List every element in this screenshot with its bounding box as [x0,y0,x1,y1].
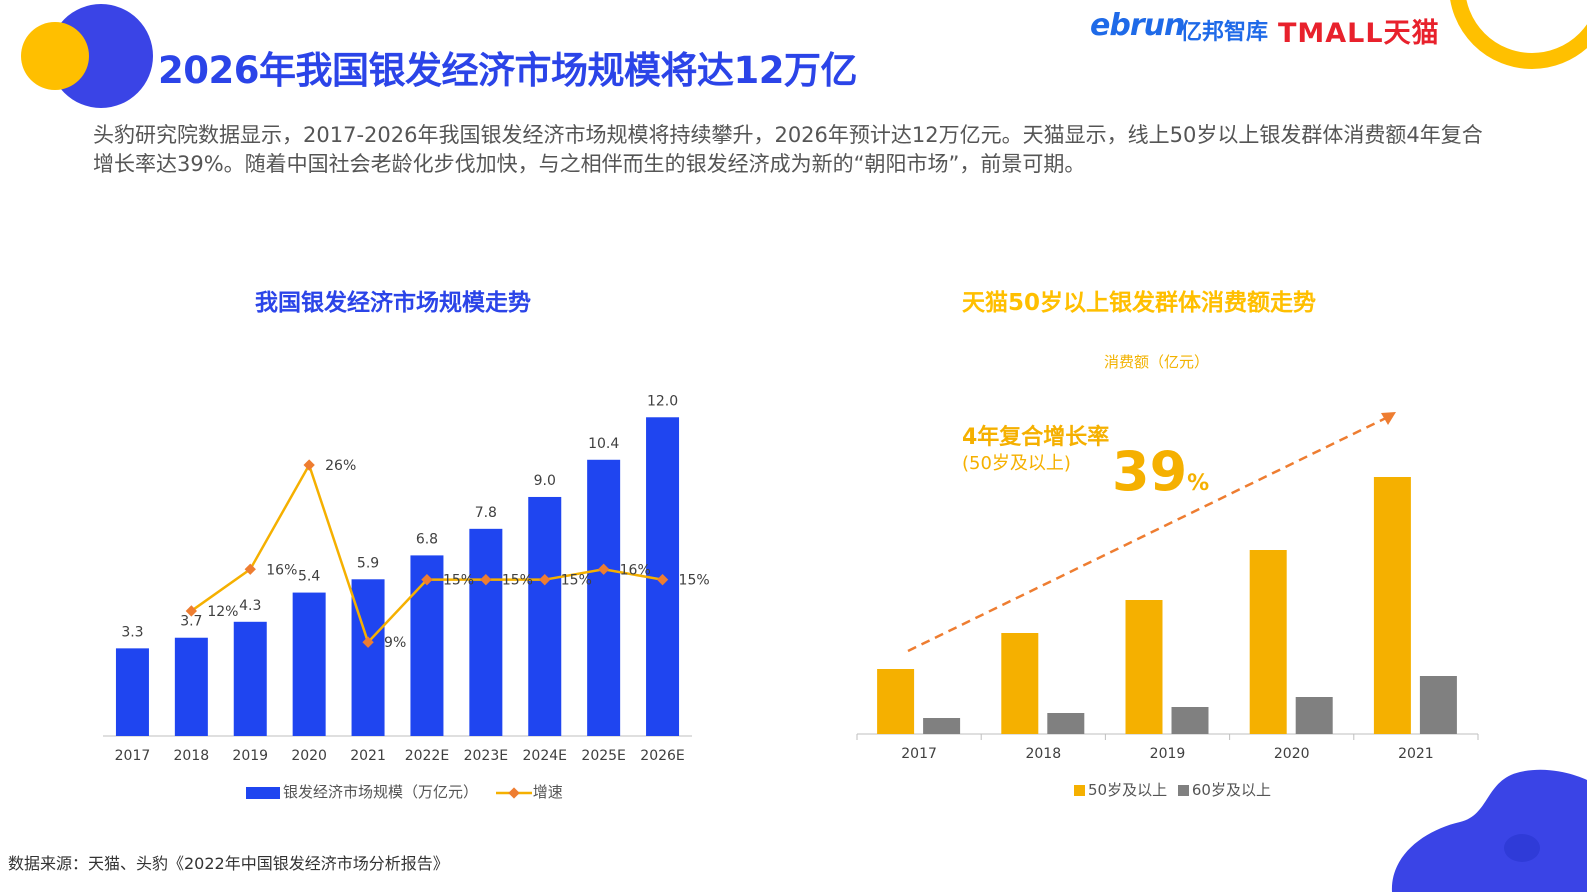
left-chart: 3.3 2017 3.7 2018 4.3 2019 5.4 2020 5.9 2021 6.8 20… [103,393,710,764]
growth-rate-label: 15% [561,573,592,589]
bar-value-label: 9.0 [534,473,556,489]
bar-60plus [1295,697,1333,734]
left-chart-title: 我国银发经济市场规模走势 [255,290,531,316]
tmall-logo: TMALL天猫 [1278,18,1440,49]
growth-rate-point [362,636,374,648]
bar [351,579,385,736]
cagr-number: 39 [1112,440,1188,503]
bar-50plus [1249,550,1287,734]
decor-bottom-right-blob [1391,769,1587,892]
legend-label-60plus: 60岁及以上 [1191,781,1271,799]
bar [174,637,208,736]
right-chart: 2017 2018 2019 2020 2021 [856,412,1479,762]
bar-value-label: 3.7 [180,614,202,630]
bar-60plus [1419,676,1457,734]
cagr-unit: % [1187,471,1210,496]
growth-rate-point [539,574,551,586]
right-legend: 50岁及以上 60岁及以上 [1074,779,1271,800]
trend-arrow-head [1381,412,1396,425]
growth-rate-point [185,605,198,617]
legend-swatch-60plus [1177,785,1189,796]
bar-60plus [1047,713,1085,734]
cagr-value: 39% [1112,440,1209,503]
x-tick-label: 2024E [523,748,567,764]
bar [233,621,267,736]
bar-50plus [1125,600,1163,734]
right-chart-ylabel: 消费额（亿元） [1104,353,1210,371]
bar-value-label: 7.8 [475,505,497,521]
legend-swatch-bar [246,786,280,799]
bar [115,648,149,736]
x-tick-label: 2018 [1025,746,1061,762]
bar [469,528,503,736]
growth-rate-label: 16% [266,562,297,578]
bar [587,459,621,736]
growth-rate-point [244,563,256,575]
x-tick-label: 2025E [581,748,625,764]
bar [410,555,444,736]
bar-value-label: 5.9 [357,555,379,571]
growth-rate-label: 16% [620,562,651,578]
growth-rate-point [597,563,610,575]
bar [528,496,562,736]
growth-rate-point [480,574,492,586]
decor-top-right-ring [1450,0,1587,69]
page-title: 2026年我国银发经济市场规模将达12万亿 [158,49,857,92]
x-tick-label: 2021 [1398,746,1434,762]
x-tick-label: 2020 [1274,746,1310,762]
decor-top-left [21,4,153,108]
x-tick-label: 2020 [291,748,327,764]
bar-60plus [1171,707,1209,734]
x-tick-label: 2022E [405,748,449,764]
x-tick-label: 2026E [640,748,684,764]
bar-value-label: 5.4 [298,569,320,585]
bar-value-label: 10.4 [588,436,619,452]
left-legend: 银发经济市场规模（万亿元） 增速 [246,781,563,802]
x-tick-label: 2021 [350,748,386,764]
data-source: 数据来源：天猫、头豹《2022年中国银发经济市场分析报告》 [8,854,449,873]
bar-50plus [1373,477,1411,734]
right-chart-title: 天猫50岁以上银发群体消费额走势 [962,290,1317,316]
bar-60plus [923,718,961,734]
bar-value-label: 4.3 [239,598,261,614]
x-tick-label: 2018 [174,748,210,764]
bar-value-label: 12.0 [647,393,678,409]
growth-rate-point [656,574,669,586]
legend-swatch-50plus [1074,785,1085,796]
bar-value-label: 3.3 [121,624,143,640]
ebrun-logo-text: 亿邦智库 [1180,20,1269,45]
x-tick-label: 2017 [901,746,937,762]
x-tick-label: 2019 [232,748,268,764]
bar-50plus [877,669,915,734]
growth-rate-label: 12% [207,604,238,620]
x-tick-label: 2023E [464,748,508,764]
x-tick-label: 2019 [1150,746,1186,762]
growth-rate-point [303,459,315,471]
x-tick-label: 2017 [115,748,151,764]
bar-value-label: 6.8 [416,531,438,547]
legend-label-line: 增速 [532,783,563,801]
legend-swatch-line [495,786,532,799]
growth-rate-label: 9% [384,635,406,651]
bar-50plus [1001,633,1039,734]
legend-label-bar: 银发经济市场规模（万亿元） [283,783,479,801]
growth-rate-label: 15% [502,573,533,589]
decor-yellow-circle [21,22,89,90]
bar [292,592,326,736]
growth-rate-label: 26% [325,458,356,474]
cagr-sublabel: (50岁及以上) [962,453,1071,474]
legend-label-50plus: 50岁及以上 [1088,781,1168,799]
growth-rate-label: 15% [443,573,474,589]
growth-rate-label: 15% [679,573,710,589]
intro-paragraph: 头豹研究院数据显示，2017-2026年我国银发经济市场规模将持续攀升，2026… [93,123,1483,176]
cagr-label: 4年复合增长率 [962,425,1110,450]
growth-rate-point [421,574,433,586]
ebrun-logo: ebrun [1090,8,1185,43]
